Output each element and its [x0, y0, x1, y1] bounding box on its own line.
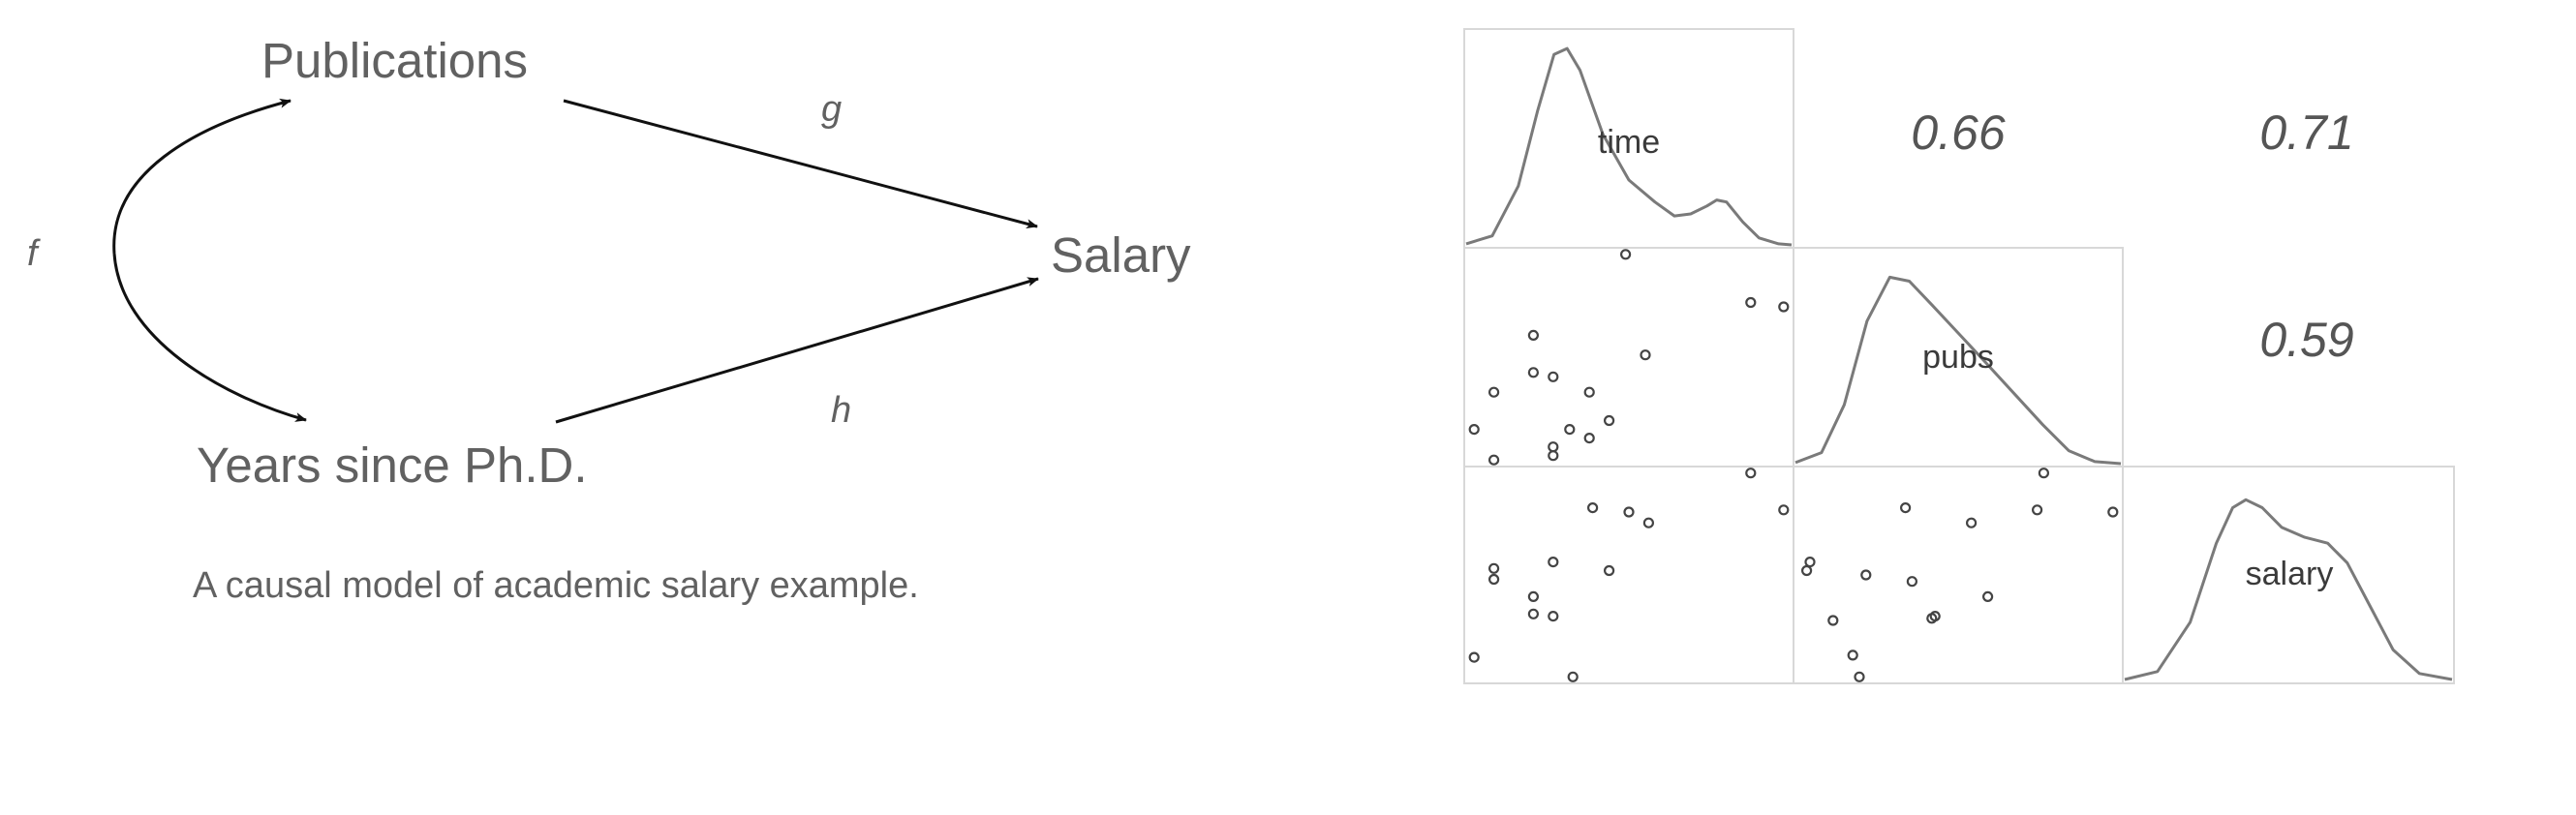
scatter-point-pubs-salary	[1899, 501, 1912, 514]
scatter-point-pubs-salary	[2107, 506, 2119, 518]
scatter-point-time-salary	[1527, 608, 1540, 619]
scatter-point-time-pubs	[1527, 367, 1540, 378]
causal-diagram: Publications Salary Years since Ph.D. f …	[27, 33, 1191, 606]
panel-time-pubs-scatter-frame	[1463, 247, 1794, 468]
scatter-point-time-pubs	[1603, 414, 1615, 427]
scatter-point-time-pubs	[1527, 329, 1540, 341]
scatter-point-pubs-salary	[1982, 590, 1994, 603]
node-publications: Publications	[261, 33, 528, 88]
scatter-point-time-pubs	[1487, 386, 1500, 398]
scatter-pubs-salary	[1800, 468, 2119, 682]
scatter-point-time-salary	[1586, 501, 1599, 514]
node-salary: Salary	[1051, 227, 1191, 283]
panel-time-salary-scatter-frame	[1463, 466, 1794, 684]
edge-label-g: g	[821, 89, 842, 130]
variable-label-salary: salary	[2246, 556, 2334, 592]
scatter-point-time-pubs	[1548, 441, 1559, 453]
pairs-plot: time pubs salary 0.66 0.71 0.59	[1463, 28, 2455, 684]
edge-label-f: f	[27, 233, 41, 274]
scatter-point-time-pubs	[1487, 454, 1500, 466]
variable-label-pubs: pubs	[1922, 339, 1994, 376]
panel-salary-density-frame	[2122, 466, 2455, 684]
scatter-point-time-pubs	[1564, 424, 1576, 436]
scatter-point-time-salary	[1642, 517, 1655, 528]
scatter-point-pubs-salary	[1847, 649, 1858, 661]
node-years-since-phd: Years since Ph.D.	[197, 438, 588, 493]
correlation-time-salary: 0.71	[2259, 106, 2353, 160]
scatter-point-pubs-salary	[1827, 615, 1839, 626]
scatter-point-time-pubs	[1548, 450, 1559, 462]
scatter-point-pubs-salary	[1860, 569, 1872, 581]
correlation-pubs-salary: 0.59	[2259, 313, 2353, 367]
scatter-point-time-pubs	[1619, 249, 1632, 260]
scatter-point-time-salary	[1527, 590, 1540, 603]
edge-g-arrow	[563, 99, 1038, 229]
scatter-point-time-salary	[1548, 556, 1559, 568]
scatter-point-time-salary	[1567, 671, 1579, 682]
scatter-point-pubs-salary	[1926, 613, 1938, 624]
scatter-point-time-pubs	[1745, 296, 1757, 309]
scatter-point-time-pubs	[1468, 424, 1480, 436]
edge-h-arrow	[555, 277, 1039, 424]
scatter-time-pubs	[1468, 249, 1790, 466]
scatter-point-pubs-salary	[1800, 564, 1813, 577]
panel-pubs-salary-scatter-frame	[1793, 466, 2124, 684]
density-curve-time	[1465, 46, 1793, 247]
scatter-point-pubs-salary	[1965, 517, 1978, 528]
variable-label-time: time	[1598, 124, 1660, 161]
scatter-point-pubs-salary	[2032, 504, 2043, 516]
diagram-caption: A causal model of academic salary exampl…	[193, 565, 919, 606]
scatter-point-time-salary	[1487, 562, 1500, 574]
edge-f-arrow-to-publications	[112, 98, 291, 255]
scatter-point-time-salary	[1623, 506, 1635, 518]
density-curve-salary	[2124, 498, 2453, 681]
scatter-point-time-salary	[1603, 564, 1615, 577]
scatter-point-pubs-salary	[2038, 468, 2049, 479]
scatter-point-time-pubs	[1583, 386, 1595, 398]
scatter-point-time-salary	[1487, 573, 1500, 586]
scatter-point-time-salary	[1468, 651, 1480, 663]
scatter-point-time-salary	[1548, 610, 1559, 622]
density-curve-pubs	[1794, 275, 2122, 466]
correlation-time-pubs: 0.66	[1911, 106, 2006, 160]
scatter-point-pubs-salary	[1854, 671, 1865, 682]
scatter-time-salary	[1468, 468, 1790, 682]
scatter-point-time-pubs	[1778, 301, 1790, 313]
scatter-point-pubs-salary	[1804, 556, 1816, 568]
scatter-point-time-salary	[1778, 504, 1790, 516]
scatter-point-time-pubs	[1583, 433, 1595, 444]
scatter-point-time-pubs	[1548, 371, 1559, 382]
scatter-point-time-pubs	[1640, 349, 1651, 361]
scatter-point-time-salary	[1745, 468, 1757, 479]
scatter-point-pubs-salary	[1906, 576, 1918, 588]
edge-f-arrow-to-years	[112, 253, 307, 422]
edge-label-h: h	[831, 390, 851, 431]
